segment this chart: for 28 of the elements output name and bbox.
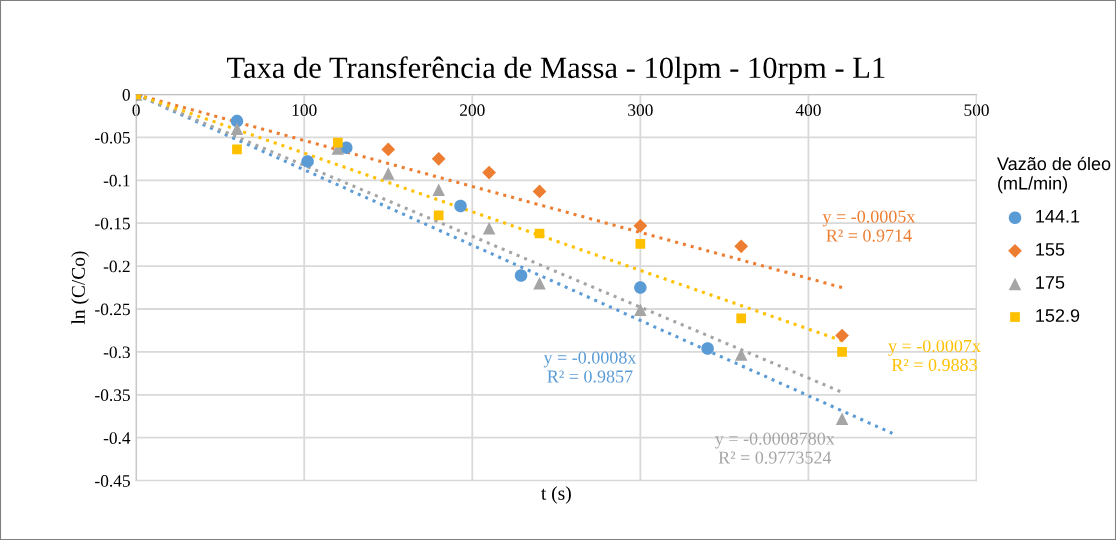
chart-title: Taxa de Transferência de Massa - 10lpm - 10rpm - L1 [227, 56, 885, 85]
x-tick-label: 300 [628, 104, 653, 116]
legend-label: 144.1 [1036, 210, 1080, 223]
y-tick-label: -0.3 [103, 346, 130, 359]
y-tick-label: -0.45 [95, 475, 130, 487]
y-tick-label: -0.25 [95, 303, 130, 316]
y-tick-label: -0.4 [103, 432, 131, 444]
legend-label: 155 [1036, 243, 1065, 256]
annotation: y = -0.0008780x R² = 0.9773524 [715, 432, 835, 464]
y-tick-label: -0.15 [95, 217, 130, 230]
x-tick-label: 400 [795, 104, 821, 116]
y-tick-label: 0 [122, 88, 130, 101]
legend-label: 175 [1036, 276, 1065, 289]
annotation: y = -0.0007x R² = 0.9883 [888, 339, 981, 372]
y-tick-label: -0.1 [103, 174, 130, 187]
x-axis-title: t (s) [541, 486, 571, 504]
legend-label: 152.9 [1036, 309, 1080, 322]
y-tick-label: -0.35 [95, 389, 130, 402]
x-tick-label: 200 [460, 104, 485, 116]
legend-title: Vazão de óleo (mL/min) [997, 156, 1111, 194]
y-tick-label: -0.05 [95, 131, 130, 144]
x-tick-label: 500 [964, 104, 989, 116]
x-tick-label: 100 [292, 104, 317, 116]
y-axis-title: ln (C/Co) [71, 251, 89, 325]
annotation: y = -0.0005x R² = 0.9714 [822, 210, 916, 242]
y-tick-label: -0.2 [103, 260, 130, 273]
annotation: y = -0.0008x R² = 0.9857 [543, 351, 637, 383]
x-tick-label: 0 [132, 104, 140, 116]
